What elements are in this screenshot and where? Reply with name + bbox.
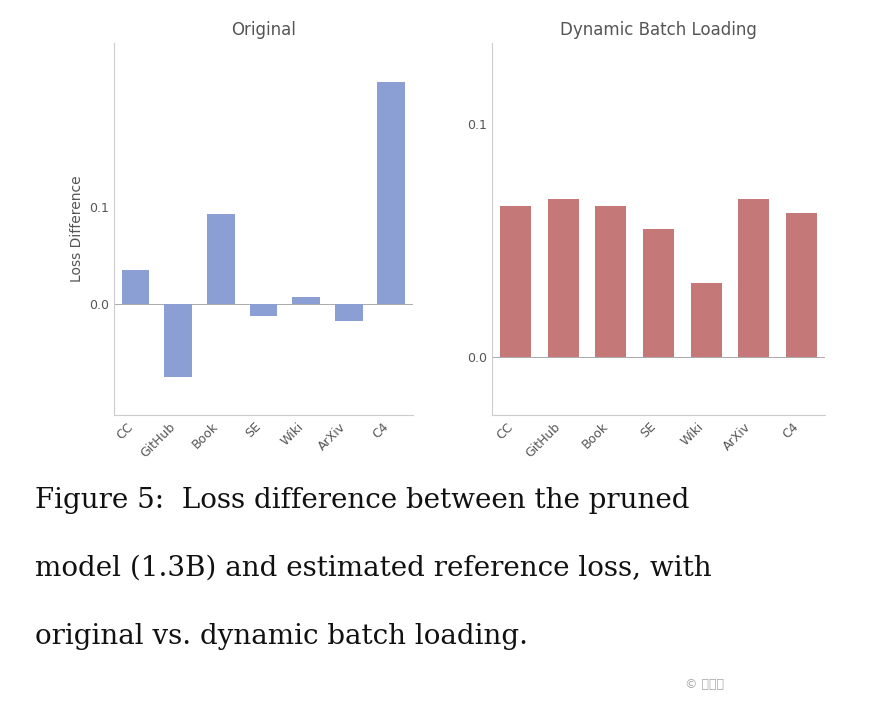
Bar [500,206,531,357]
Text: Figure 5:  Loss difference between the pruned: Figure 5: Loss difference between the pr… [35,487,688,514]
Bar [785,213,816,357]
Text: original vs. dynamic batch loading.: original vs. dynamic batch loading. [35,623,528,650]
Text: model (1.3B) and estimated reference loss, with: model (1.3B) and estimated reference los… [35,555,711,582]
Bar [334,304,362,321]
Bar [595,206,625,357]
Bar [547,199,578,357]
Text: © 量子位: © 量子位 [684,678,723,691]
Bar [249,304,277,316]
Bar [738,199,768,357]
Bar [207,214,234,304]
Bar [121,270,149,304]
Bar [292,297,319,304]
Y-axis label: Loss Difference: Loss Difference [69,176,83,282]
Bar [690,283,721,357]
Bar [377,82,405,304]
Title: Original: Original [231,21,296,39]
Title: Dynamic Batch Loading: Dynamic Batch Loading [560,21,756,39]
Bar [642,229,674,357]
Bar [164,304,192,377]
